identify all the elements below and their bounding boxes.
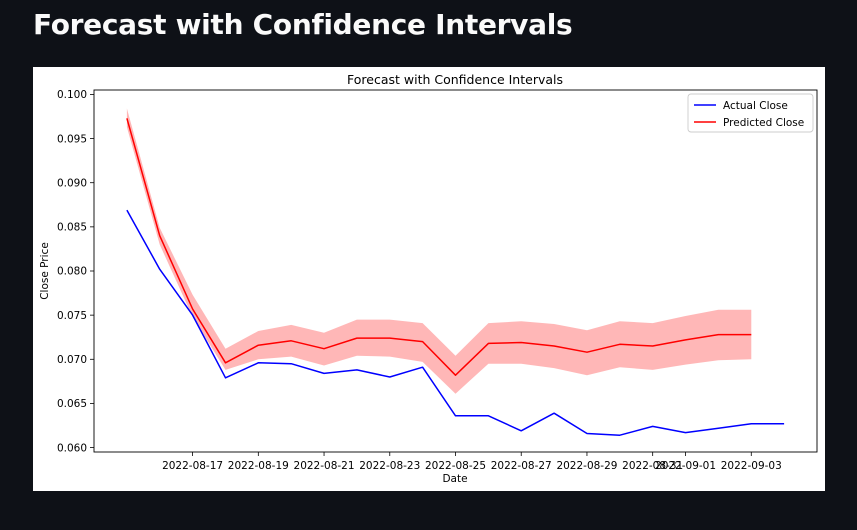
y-tick-label: 0.080: [57, 266, 87, 278]
x-axis-ticks: 2022-08-17 2022-08-19 2022-08-21 2022-08-23…: [162, 452, 782, 472]
x-axis-label: Date: [442, 473, 467, 485]
series-layer: [126, 118, 785, 436]
y-axis-label: Close Price: [39, 242, 51, 300]
x-tick: 2022-08-17: [162, 452, 223, 472]
x-tick-label: 2022-09-03: [721, 460, 782, 472]
y-axis-ticks: 0.060 0.065 0.070 0.075 0.080 0.085 0.090 0.095…: [57, 89, 94, 454]
x-tick: 2022-08-29: [556, 452, 617, 472]
x-tick: 2022-08-19: [228, 452, 289, 472]
y-tick: 0.075: [57, 310, 94, 322]
y-tick-label: 0.070: [57, 354, 87, 366]
legend-label-actual: Actual Close: [723, 100, 788, 112]
y-tick: 0.070: [57, 354, 94, 366]
x-tick: 2022-09-01: [655, 452, 716, 472]
page-title: Forecast with Confidence Intervals: [33, 8, 573, 41]
confidence-band: [126, 108, 752, 394]
y-tick-label: 0.095: [57, 133, 87, 145]
y-tick-label: 0.075: [57, 310, 87, 322]
forecast-chart: Forecast with Confidence Intervals 0.060…: [39, 72, 818, 485]
x-tick: 2022-08-25: [425, 452, 486, 472]
x-tick-label: 2022-08-27: [491, 460, 552, 472]
chart-figure: Forecast with Confidence Intervals 0.060…: [33, 67, 825, 491]
x-tick-label: 2022-09-01: [655, 460, 716, 472]
y-tick: 0.095: [57, 133, 94, 145]
x-tick-label: 2022-08-31: [622, 460, 683, 472]
y-tick: 0.060: [57, 442, 94, 454]
y-tick: 0.100: [57, 89, 94, 101]
x-tick: 2022-08-23: [359, 452, 420, 472]
x-tick: 2022-08-31: [622, 452, 683, 472]
x-tick-label: 2022-08-19: [228, 460, 289, 472]
x-tick-label: 2022-08-21: [294, 460, 355, 472]
confidence-band-layer: [126, 108, 752, 394]
plot-frame: [93, 89, 818, 453]
y-tick-label: 0.085: [57, 222, 87, 234]
y-tick-label: 0.065: [57, 398, 87, 410]
x-tick-label: 2022-08-25: [425, 460, 486, 472]
x-tick-label: 2022-08-29: [556, 460, 617, 472]
x-tick: 2022-08-21: [294, 452, 355, 472]
chart-title: Forecast with Confidence Intervals: [347, 72, 563, 87]
y-tick-label: 0.060: [57, 442, 87, 454]
y-tick: 0.065: [57, 398, 94, 410]
series-line-predicted: [126, 118, 752, 376]
y-tick: 0.090: [57, 177, 94, 189]
x-tick: 2022-08-27: [491, 452, 552, 472]
y-tick: 0.085: [57, 222, 94, 234]
legend-box: [687, 93, 814, 133]
legend-label-predicted: Predicted Close: [723, 117, 804, 129]
legend: Actual Close Predicted Close: [687, 93, 814, 133]
y-tick-label: 0.100: [57, 89, 87, 101]
x-tick: 2022-09-03: [721, 452, 782, 472]
y-tick-label: 0.090: [57, 177, 87, 189]
x-tick-label: 2022-08-23: [359, 460, 420, 472]
y-tick: 0.080: [57, 266, 94, 278]
x-tick-label: 2022-08-17: [162, 460, 223, 472]
